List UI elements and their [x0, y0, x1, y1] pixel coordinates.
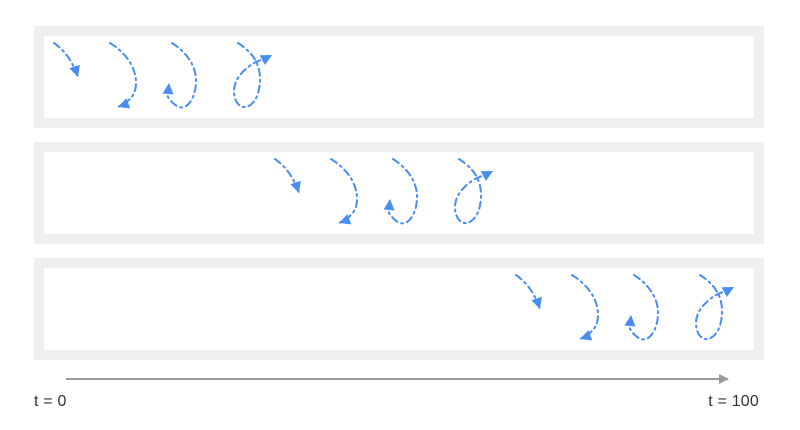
gesture-curl-stage-2-glyph	[571, 274, 600, 341]
track-1	[34, 26, 764, 128]
gesture-trail	[387, 158, 419, 225]
gesture-curl-stage-1-glyph	[53, 42, 80, 78]
gesture-trail	[694, 274, 733, 341]
track-3-box	[34, 258, 764, 360]
gesture-curl-stage-3-glyph	[383, 158, 419, 225]
arrowhead-icon	[259, 55, 272, 66]
gesture-trail	[453, 158, 492, 225]
start-time-label: t = 0	[34, 393, 67, 410]
arrowhead-icon	[118, 98, 131, 109]
arrowhead-icon	[580, 330, 593, 341]
track-1-box	[34, 26, 764, 128]
arrowhead-icon	[290, 180, 301, 193]
gesture-curl-stage-2-glyph	[109, 42, 138, 109]
gesture-trail	[628, 274, 660, 341]
gesture-curl-stage-3-glyph	[162, 42, 198, 109]
arrowhead-icon	[69, 64, 80, 77]
gesture-curl-stage-1-glyph	[274, 158, 301, 194]
gesture-trail	[166, 42, 198, 109]
track-2-box	[34, 142, 764, 244]
gesture-curl-stage-2-glyph	[330, 158, 359, 225]
track-3	[34, 258, 764, 360]
end-time-label: t = 100	[708, 393, 759, 410]
tracks-layer	[34, 26, 764, 360]
arrowhead-icon	[531, 296, 542, 309]
gesture-curl-stage-4-glyph	[232, 42, 272, 109]
gesture-curl-stage-1-glyph	[515, 274, 542, 310]
arrowhead-icon	[339, 214, 352, 225]
track-2	[34, 142, 764, 244]
gesture-trail	[232, 42, 271, 109]
arrowhead-icon	[480, 171, 493, 182]
gesture-curl-stage-3-glyph	[624, 274, 660, 341]
gesture-curl-stage-4-glyph	[453, 158, 493, 225]
arrowhead-icon	[721, 287, 734, 298]
arrowhead-icon	[162, 83, 174, 95]
gesture-curl-stage-4-glyph	[694, 274, 734, 341]
arrowhead-icon	[383, 199, 395, 211]
arrowhead-icon	[624, 315, 636, 327]
